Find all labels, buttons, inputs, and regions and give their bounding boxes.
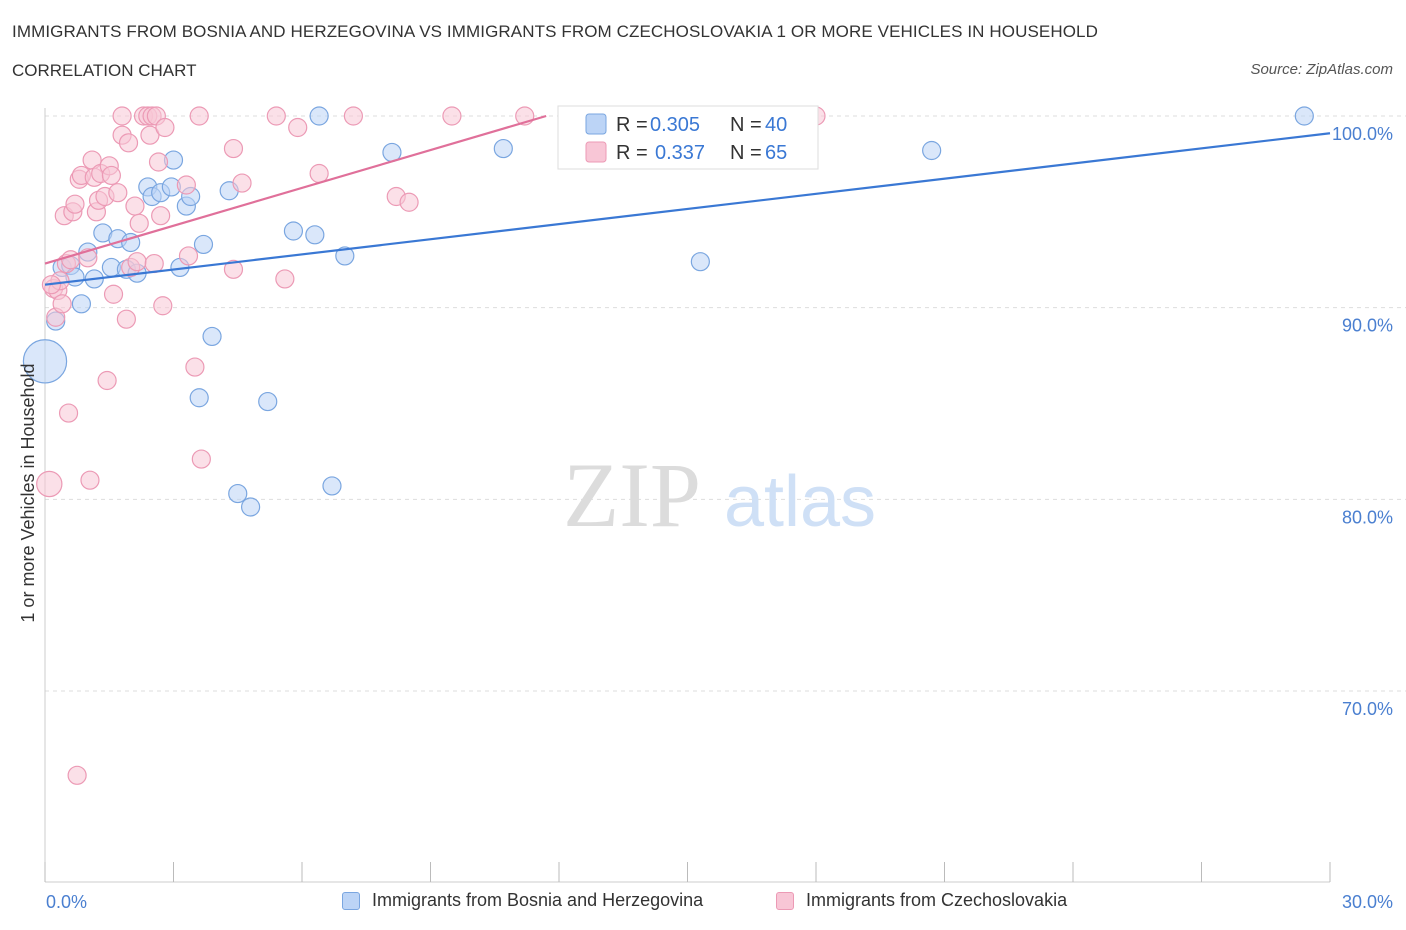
legend-label-czechoslovakia: Immigrants from Czechoslovakia: [806, 890, 1068, 910]
data-point-pink: [191, 449, 211, 469]
data-point-pink: [101, 165, 121, 186]
data-point-pink: [36, 470, 63, 498]
data-point-pink: [309, 163, 329, 184]
y-tick-label: 100.0%: [1332, 124, 1393, 144]
data-point-blue: [258, 391, 278, 412]
data-point-blue: [228, 483, 248, 504]
data-point-pink: [151, 206, 171, 226]
stats-r-label-1: R =: [616, 114, 648, 136]
legend-swatch-bosnia: [342, 891, 360, 910]
data-point-pink: [232, 173, 252, 193]
data-point-pink: [223, 259, 244, 279]
legend-item-bosnia[interactable]: Immigrants from Bosnia and Herzegovina: [342, 890, 703, 911]
data-point-pink: [148, 152, 169, 172]
stats-legend-pink-swatch: [585, 141, 607, 163]
stats-n-value-2: 65: [765, 142, 787, 164]
data-point-blue: [690, 252, 710, 272]
data-point-pink: [442, 106, 462, 126]
legend-label-bosnia: Immigrants from Bosnia and Herzegovina: [372, 890, 704, 910]
data-point-blue: [493, 138, 513, 159]
data-point-blue: [1294, 106, 1314, 126]
data-point-pink: [176, 175, 196, 195]
grid-lines: [45, 115, 1406, 692]
data-point-pink: [125, 196, 145, 216]
data-points: [22, 106, 1314, 785]
source-label: Source: ZipAtlas.com: [1250, 61, 1393, 78]
watermark: ZIP atlas: [563, 444, 876, 546]
data-point-blue: [71, 294, 92, 314]
data-point-pink: [108, 183, 128, 203]
data-point-pink: [153, 296, 173, 316]
data-point-blue: [283, 221, 304, 241]
data-point-blue: [202, 326, 222, 347]
data-point-pink: [58, 403, 79, 423]
data-point-pink: [118, 133, 139, 153]
stats-r-value-2: 0.337: [655, 142, 705, 164]
data-point-blue: [335, 246, 355, 266]
data-point-pink: [67, 765, 87, 785]
data-point-pink: [129, 213, 149, 233]
data-point-pink: [97, 370, 117, 391]
data-point-pink: [52, 294, 72, 314]
data-point-blue: [922, 140, 942, 161]
axes: [44, 108, 1331, 883]
data-point-pink: [275, 269, 295, 289]
data-point-pink: [178, 246, 199, 266]
x-tick-label-max: 30.0%: [1342, 892, 1393, 912]
data-point-pink: [399, 192, 419, 212]
data-point-pink: [65, 194, 85, 214]
stats-n-label-1: N =: [730, 114, 762, 136]
data-point-pink: [223, 138, 244, 159]
legend-swatch-czechoslovakia: [776, 891, 794, 910]
data-point-blue: [193, 234, 214, 255]
data-point-pink: [80, 470, 100, 490]
y-tick-label: 70.0%: [1342, 699, 1393, 719]
chart-subtitle: CORRELATION CHART: [12, 61, 197, 80]
y-axis-label: 1 or more Vehicles in Household: [18, 363, 38, 622]
data-point-blue: [241, 497, 261, 517]
trend-line-blue: [44, 132, 1331, 286]
watermark-atlas: atlas: [724, 462, 876, 542]
legend-item-czechoslovakia[interactable]: Immigrants from Czechoslovakia: [776, 890, 1067, 911]
stats-legend-blue-swatch: [585, 113, 607, 135]
data-point-blue: [189, 388, 209, 408]
data-point-pink: [144, 253, 164, 274]
trend-line-pink: [44, 114, 547, 265]
trend-lines: [44, 114, 1331, 286]
data-point-pink: [116, 309, 136, 329]
data-point-pink: [112, 106, 132, 126]
stats-r-label-2: R =: [616, 142, 648, 164]
series-legend: Immigrants from Bosnia and Herzegovina I…: [0, 890, 1406, 916]
data-point-pink: [127, 252, 147, 272]
data-point-pink: [103, 284, 124, 304]
data-point-pink: [266, 106, 286, 126]
stats-legend: R = 0.305 N = 40 R = 0.337 N = 65: [557, 105, 819, 170]
stats-n-label-2: N =: [730, 142, 762, 164]
chart-title: IMMIGRANTS FROM BOSNIA AND HERZEGOVINA V…: [12, 22, 1098, 41]
y-tick-label: 80.0%: [1342, 507, 1393, 527]
data-point-pink: [185, 357, 205, 377]
data-point-pink: [140, 125, 160, 145]
data-point-blue: [322, 476, 342, 496]
y-tick-label: 90.0%: [1342, 316, 1393, 336]
data-point-pink: [155, 117, 175, 138]
watermark-zip: ZIP: [563, 444, 701, 546]
stats-r-value-1: 0.305: [650, 114, 700, 136]
data-point-pink: [288, 117, 308, 138]
data-point-blue: [305, 225, 325, 245]
x-tick-label-min: 0.0%: [46, 892, 87, 912]
stats-n-value-1: 40: [765, 114, 787, 136]
x-tick-labels: 0.0% 30.0%: [46, 892, 1393, 912]
data-point-pink: [343, 106, 363, 126]
data-point-blue: [22, 339, 68, 384]
y-tick-labels: 70.0% 80.0% 90.0% 100.0%: [1332, 124, 1393, 719]
data-point-pink: [189, 106, 209, 126]
data-point-blue: [309, 106, 329, 126]
